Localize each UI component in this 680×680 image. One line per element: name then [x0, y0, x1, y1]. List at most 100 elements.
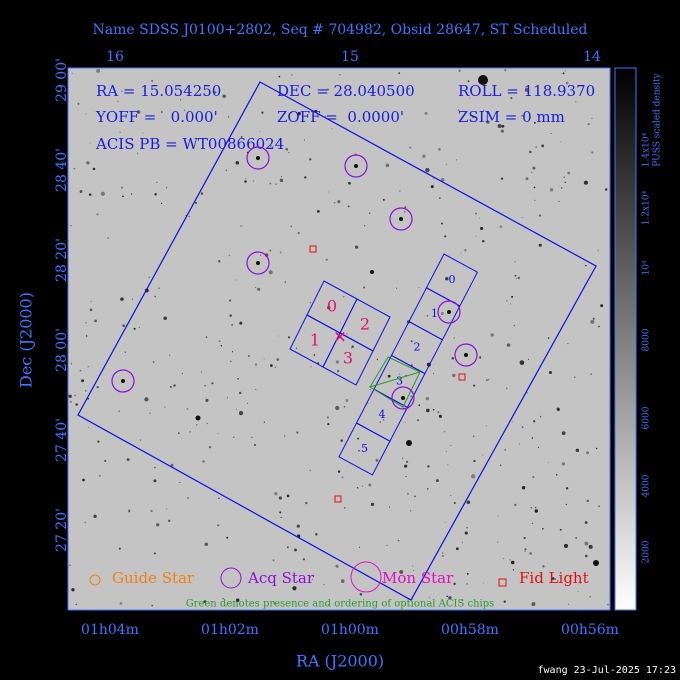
star — [204, 542, 208, 546]
star — [160, 111, 163, 113]
star — [163, 316, 167, 321]
star — [343, 406, 346, 408]
star — [466, 527, 468, 529]
star — [254, 363, 258, 366]
star — [469, 97, 471, 99]
star — [270, 364, 273, 367]
star — [323, 583, 325, 586]
star — [438, 197, 441, 199]
star — [70, 401, 72, 403]
star — [518, 443, 521, 445]
star — [205, 336, 208, 339]
star — [87, 366, 89, 368]
star — [607, 603, 609, 606]
star — [530, 171, 533, 174]
star — [131, 298, 133, 300]
star — [368, 112, 371, 115]
note: Green denotes presence and ordering of o… — [186, 599, 495, 610]
star — [180, 99, 182, 101]
star — [235, 598, 240, 602]
star — [464, 249, 467, 252]
star — [150, 509, 153, 513]
top-tick-label: 16 — [106, 49, 124, 65]
star — [567, 171, 571, 175]
star — [404, 211, 406, 213]
star — [79, 190, 83, 193]
star — [586, 499, 590, 503]
star — [310, 366, 312, 368]
star — [417, 419, 419, 422]
star — [286, 546, 289, 549]
acq-star — [111, 369, 135, 393]
star — [485, 425, 488, 427]
star — [537, 446, 540, 449]
star — [229, 314, 232, 317]
star — [501, 124, 505, 128]
info: RA = 15.054250 DEC = 28.040500 ROLL = 11… — [95, 82, 595, 153]
star — [263, 421, 266, 423]
star — [279, 178, 284, 183]
star — [335, 564, 339, 568]
star — [588, 544, 593, 549]
star — [156, 181, 158, 183]
star — [409, 146, 412, 149]
star — [119, 131, 121, 133]
star — [88, 193, 92, 196]
star — [325, 258, 329, 261]
star — [274, 366, 277, 369]
star — [309, 158, 312, 161]
star — [305, 501, 308, 505]
chip-label: 1 — [310, 331, 320, 350]
star — [482, 239, 485, 243]
star — [591, 151, 594, 154]
star — [386, 544, 388, 546]
star — [117, 100, 119, 103]
star — [225, 169, 227, 171]
left-tick-label: 28 00' — [54, 328, 70, 372]
star — [399, 190, 401, 192]
star — [142, 132, 144, 134]
star — [563, 176, 565, 179]
fid-light — [458, 373, 466, 381]
star — [153, 479, 157, 483]
star — [577, 590, 579, 593]
star — [442, 555, 444, 557]
star — [256, 261, 260, 265]
star — [525, 177, 529, 181]
star — [295, 347, 297, 349]
star — [87, 426, 90, 429]
star — [563, 543, 569, 548]
colorbar-label: 1.2x10⁴ — [642, 190, 652, 225]
star — [523, 536, 526, 540]
star — [562, 72, 565, 75]
star — [458, 69, 461, 72]
star — [274, 492, 278, 496]
star — [382, 581, 384, 583]
acis-i-chip — [322, 332, 374, 386]
star — [564, 70, 567, 72]
star — [294, 548, 297, 552]
star — [200, 192, 204, 195]
star — [461, 541, 463, 543]
star — [84, 521, 86, 523]
star — [455, 547, 459, 551]
bottom-tick-label: 01h00m — [321, 622, 379, 638]
star — [575, 448, 580, 453]
star — [235, 279, 237, 281]
star — [326, 416, 329, 419]
star — [339, 74, 341, 76]
chip-label: 3 — [396, 374, 403, 387]
fid-lights — [309, 245, 466, 503]
star — [564, 181, 567, 184]
star — [239, 321, 243, 325]
star — [534, 509, 539, 513]
star — [486, 379, 488, 382]
star — [89, 142, 91, 144]
star — [445, 277, 449, 281]
star — [148, 276, 151, 279]
info-text: RA = 15.054250 — [96, 82, 221, 100]
legend-label: Guide Star — [112, 569, 195, 587]
star — [139, 439, 141, 441]
star — [120, 297, 124, 301]
star — [226, 397, 229, 399]
